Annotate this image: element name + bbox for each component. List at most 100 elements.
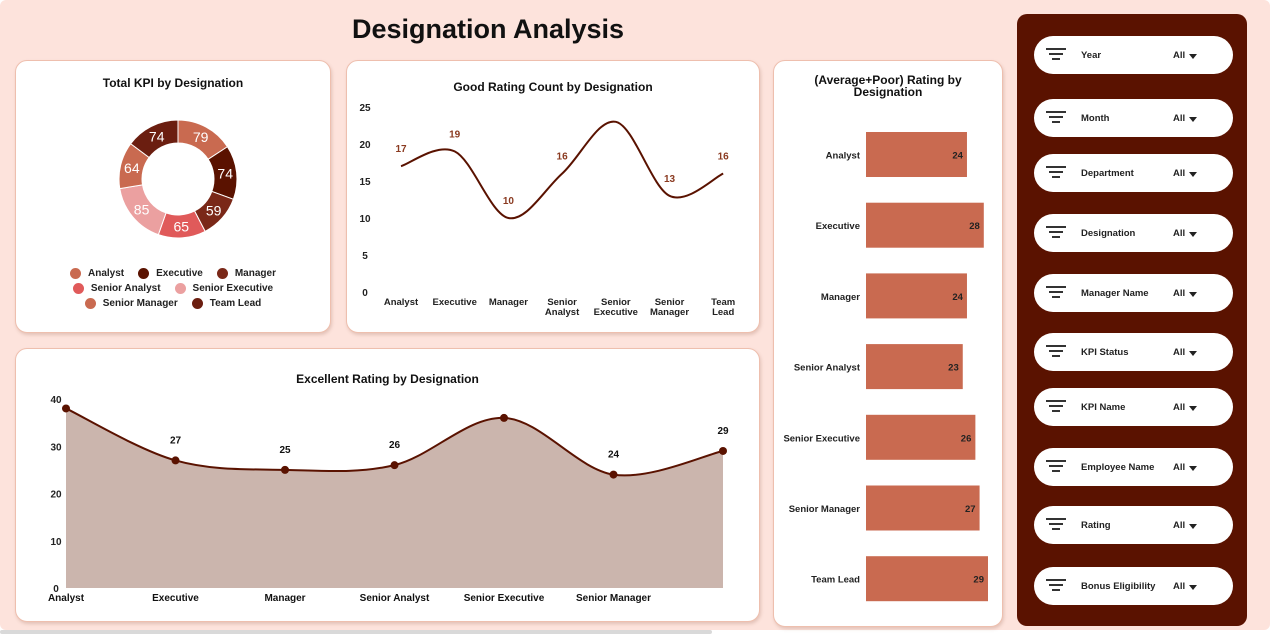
- filter-month[interactable]: Month All: [1034, 99, 1233, 137]
- y-tick-label: Analyst: [826, 151, 861, 162]
- filter-icon: [1046, 111, 1066, 125]
- x-tick-label: Senior Executive: [464, 593, 545, 604]
- data-label: 10: [503, 196, 515, 207]
- filter-label: Manager Name: [1081, 287, 1149, 299]
- chevron-down-icon: [1189, 231, 1198, 237]
- filter-rating[interactable]: Rating All: [1034, 506, 1233, 544]
- avg-poor-title: (Average+Poor) Rating by Designation: [814, 73, 962, 99]
- data-point: [62, 404, 70, 413]
- filter-label: Employee Name: [1081, 461, 1155, 473]
- legend-dot: [191, 298, 203, 309]
- x-tick-label: Manager: [264, 593, 305, 604]
- filter-value-dropdown[interactable]: All: [1173, 50, 1198, 61]
- legend-item-executive: Executive: [138, 268, 203, 279]
- x-tick-label: Executive: [433, 297, 477, 308]
- filter-icon: [1046, 460, 1066, 474]
- filter-value-dropdown[interactable]: All: [1173, 462, 1198, 473]
- donut-slice-label: 85: [134, 202, 150, 218]
- avg-poor-bar-chart: 24 Analyst 28 Executive 24 Manager 23 Senior An…: [783, 132, 988, 602]
- x-tick-label: Senior Analyst: [545, 297, 580, 318]
- y-tick-label: Senior Executive: [783, 433, 860, 444]
- x-tick-label: Analyst: [384, 297, 419, 308]
- filter-icon: [1046, 226, 1066, 240]
- bar: [866, 414, 976, 460]
- data-label: 24: [608, 450, 620, 461]
- filter-employee-name[interactable]: Employee Name All: [1034, 448, 1233, 486]
- data-point: [281, 465, 289, 474]
- y-tick-label: 10: [50, 537, 62, 548]
- bar-value-label: 28: [969, 221, 980, 232]
- filter-value-dropdown[interactable]: All: [1173, 113, 1198, 124]
- x-tick-label: Senior Manager: [650, 297, 689, 318]
- bar: [866, 344, 963, 390]
- filter-value-dropdown[interactable]: All: [1173, 288, 1198, 299]
- donut-slice-label: 74: [149, 129, 165, 145]
- data-label: 16: [557, 152, 569, 163]
- data-point: [500, 413, 508, 422]
- filter-designation[interactable]: Designation All: [1034, 214, 1233, 252]
- y-tick-label: 5: [362, 251, 368, 262]
- horizontal-scrollbar[interactable]: [0, 630, 712, 634]
- legend-item-team-lead: Team Lead: [191, 298, 261, 309]
- legend-item-senior-executive: Senior Executive: [174, 283, 273, 294]
- filter-manager-name[interactable]: Manager Name All: [1034, 274, 1233, 312]
- data-label: 13: [664, 174, 676, 185]
- filter-icon: [1046, 518, 1066, 532]
- filter-label: Designation: [1081, 227, 1136, 239]
- y-tick-label: 40: [50, 395, 62, 406]
- filter-label: Year: [1081, 49, 1102, 61]
- legend-dot: [138, 268, 150, 279]
- filter-kpi-name[interactable]: KPI Name All: [1034, 388, 1233, 426]
- filter-year[interactable]: Year All: [1034, 36, 1233, 74]
- chevron-down-icon: [1189, 291, 1198, 297]
- data-label: 29: [717, 426, 729, 437]
- legend-dot: [216, 268, 228, 279]
- filter-value-dropdown[interactable]: All: [1173, 402, 1198, 413]
- bar: [866, 485, 980, 531]
- good-rating-title: Good Rating Count by Designation: [453, 80, 653, 94]
- data-point: [171, 456, 180, 465]
- total-kpi-donut: 79 74 59 65 85 64 74: [118, 119, 238, 239]
- data-point: [390, 461, 399, 470]
- x-tick-label: Senior Manager: [576, 593, 651, 604]
- filter-bonus-eligibility[interactable]: Bonus Eligibility All: [1034, 567, 1233, 605]
- data-label: 19: [449, 129, 461, 140]
- filter-label: Bonus Eligibility: [1081, 580, 1156, 592]
- data-label: 26: [389, 440, 401, 451]
- page-title: Designation Analysis: [351, 14, 625, 44]
- legend-dot: [174, 283, 186, 294]
- bar-value-label: 24: [952, 151, 963, 162]
- donut-slice: [130, 119, 179, 159]
- filter-value-dropdown[interactable]: All: [1173, 347, 1198, 358]
- avg-poor-card: (Average+Poor) Rating by Designation 24 A…: [773, 60, 1003, 627]
- filter-label: Rating: [1081, 519, 1111, 531]
- bar-value-label: 24: [952, 292, 963, 303]
- filter-department[interactable]: Department All: [1034, 154, 1233, 192]
- bar-value-label: 29: [973, 575, 984, 586]
- excellent-rating-card: Excellent Rating by Designation 0 10 20 30 4…: [15, 348, 760, 622]
- x-tick-label: Team Lead: [711, 297, 735, 318]
- filter-panel: Year All Month All Department All Design…: [1017, 14, 1247, 626]
- donut-slice-label: 65: [173, 218, 189, 234]
- legend-item-manager: Manager: [216, 268, 276, 279]
- data-point: [609, 470, 618, 479]
- excellent-rating-area: [66, 408, 723, 588]
- filter-value-dropdown[interactable]: All: [1173, 520, 1198, 531]
- filter-value-dropdown[interactable]: All: [1173, 168, 1198, 179]
- total-kpi-legend: Analyst Executive Manager Senior Analyst…: [16, 266, 330, 311]
- donut-slice-label: 64: [124, 160, 140, 176]
- x-tick-label: Senior Executive: [594, 297, 638, 318]
- chevron-down-icon: [1189, 465, 1198, 471]
- filter-value-dropdown[interactable]: All: [1173, 228, 1198, 239]
- filter-icon: [1046, 48, 1066, 62]
- y-tick-label: Manager: [821, 292, 860, 303]
- bar-value-label: 23: [948, 363, 959, 374]
- x-tick-label: Manager: [489, 297, 528, 308]
- bar: [866, 132, 967, 177]
- filter-label: KPI Status: [1081, 346, 1129, 358]
- filter-label: Month: [1081, 112, 1110, 124]
- total-kpi-title: Total KPI by Designation: [102, 76, 244, 90]
- data-label: 16: [718, 152, 730, 163]
- filter-kpi-status[interactable]: KPI Status All: [1034, 333, 1233, 371]
- filter-value-dropdown[interactable]: All: [1173, 581, 1198, 592]
